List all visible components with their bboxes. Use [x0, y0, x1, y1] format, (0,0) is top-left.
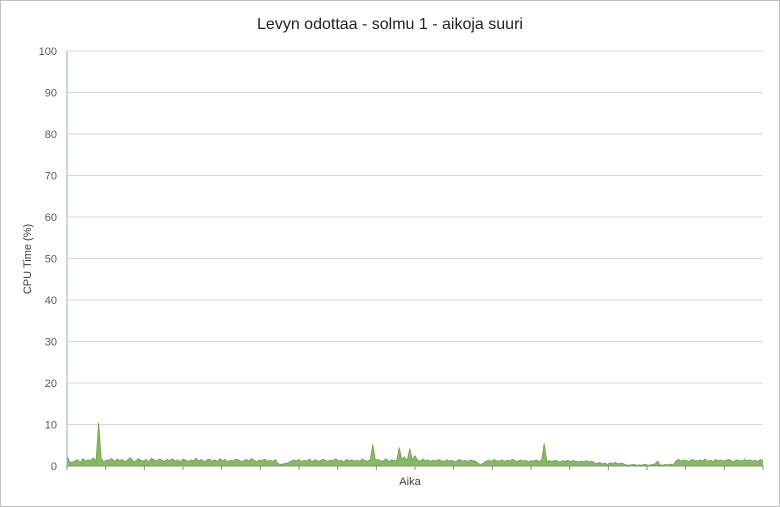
y-tick-label: 20	[45, 378, 57, 390]
series-area	[67, 422, 763, 466]
y-tick-label: 10	[45, 420, 57, 432]
y-tick-label: 60	[45, 212, 57, 224]
y-tick-label: 80	[45, 129, 57, 141]
y-tick-label: 0	[51, 461, 57, 473]
y-tick-label: 30	[45, 337, 57, 349]
series-line	[66, 422, 764, 466]
y-tick-label: 70	[45, 171, 57, 183]
axes	[66, 51, 764, 470]
y-tick-label: 90	[45, 88, 57, 100]
chart-title: Levyn odottaa - solmu 1 - aikoja suuri	[257, 16, 523, 33]
gridlines	[67, 50, 763, 425]
y-axis-title: CPU Time (%)	[22, 224, 34, 294]
x-axis-title: Aika	[399, 476, 421, 488]
y-tick-label: 50	[45, 254, 57, 266]
y-tick-label: 40	[45, 295, 57, 307]
y-tick-label: 100	[39, 46, 57, 58]
series-layer	[66, 422, 764, 466]
y-tick-labels: 0 10 20 30 40 50 60 70 80 90 100	[39, 46, 57, 473]
